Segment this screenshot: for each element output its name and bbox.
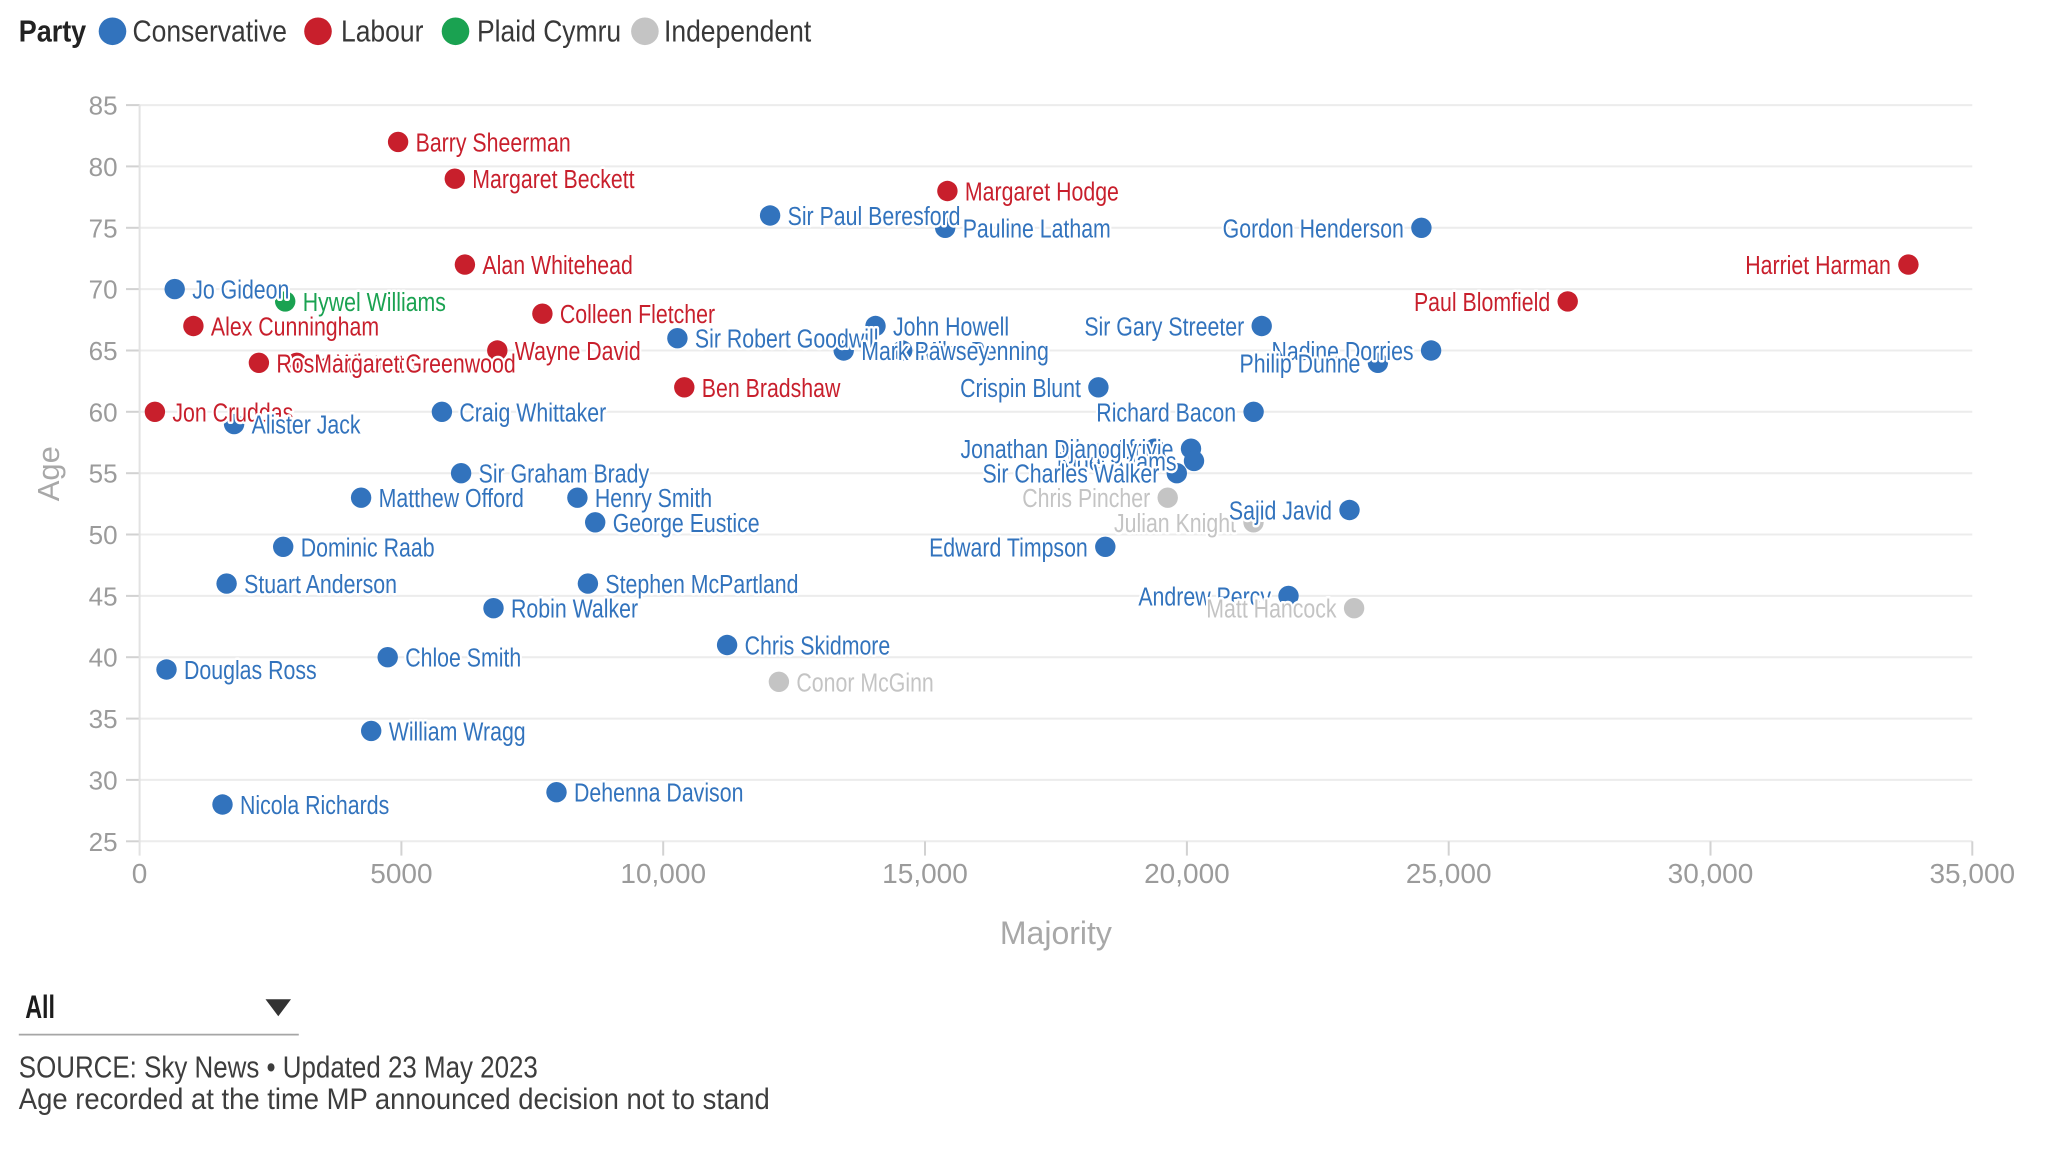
- svg-text:Matt Hancock: Matt Hancock: [1206, 595, 1336, 625]
- svg-text:Craig Whittaker: Craig Whittaker: [459, 398, 606, 428]
- svg-text:Richard Bacon: Richard Bacon: [1096, 398, 1236, 428]
- svg-text:Alan Whitehead: Alan Whitehead: [482, 251, 632, 281]
- svg-text:Majority: Majority: [1000, 915, 1112, 951]
- svg-text:Sir Paul Beresford: Sir Paul Beresford: [788, 202, 961, 232]
- svg-text:30,000: 30,000: [1668, 858, 1754, 889]
- svg-text:Mark Pawsey: Mark Pawsey: [861, 337, 989, 367]
- svg-text:Chris Skidmore: Chris Skidmore: [745, 632, 891, 662]
- svg-text:Dominic Raab: Dominic Raab: [301, 533, 435, 563]
- svg-text:Dehenna Davison: Dehenna Davison: [574, 779, 743, 809]
- svg-text:Conservative: Conservative: [133, 15, 287, 49]
- svg-text:Jonathan Djanogly: Jonathan Djanogly: [960, 435, 1137, 465]
- svg-text:Robin Walker: Robin Walker: [511, 595, 638, 625]
- svg-text:Alister Jack: Alister Jack: [252, 411, 361, 441]
- svg-text:35,000: 35,000: [1929, 858, 2015, 889]
- svg-text:Stephen McPartland: Stephen McPartland: [605, 570, 798, 600]
- svg-text:Andrew Percy: Andrew Percy: [1138, 582, 1271, 612]
- svg-text:75: 75: [89, 213, 118, 243]
- svg-text:Plaid Cymru: Plaid Cymru: [477, 15, 621, 49]
- svg-text:40: 40: [89, 643, 118, 673]
- svg-text:Age: Age: [31, 446, 66, 501]
- svg-text:Sir Gary Streeter: Sir Gary Streeter: [1084, 313, 1244, 343]
- svg-text:Sir Graham Brady: Sir Graham Brady: [479, 460, 650, 490]
- svg-text:Mike Penning: Mike Penning: [920, 337, 1049, 367]
- svg-text:55: 55: [89, 459, 118, 489]
- svg-text:George Eustice: George Eustice: [613, 509, 760, 539]
- svg-text:Sajid Javid: Sajid Javid: [1229, 497, 1332, 527]
- svg-text:10,000: 10,000: [620, 858, 706, 889]
- svg-text:70: 70: [89, 275, 118, 305]
- svg-text:Harriet Harman: Harriet Harman: [1745, 251, 1891, 281]
- svg-text:Sir Robert Goodwill: Sir Robert Goodwill: [695, 325, 879, 355]
- svg-text:Edward Timpson: Edward Timpson: [929, 533, 1088, 563]
- svg-text:Wayne David: Wayne David: [515, 337, 641, 367]
- svg-text:Nigel Adams: Nigel Adams: [1057, 447, 1177, 477]
- svg-text:Jo Gideon: Jo Gideon: [192, 276, 289, 306]
- svg-text:30: 30: [89, 765, 118, 795]
- svg-text:Paul Blomfield: Paul Blomfield: [1414, 288, 1550, 318]
- svg-text:Chloe Smith: Chloe Smith: [405, 644, 521, 674]
- svg-text:Jon Cruddas: Jon Cruddas: [172, 398, 293, 428]
- svg-text:Labour: Labour: [341, 15, 424, 49]
- svg-text:Pauline Latham: Pauline Latham: [963, 214, 1111, 244]
- svg-text:Hywel Williams: Hywel Williams: [303, 288, 446, 318]
- svg-text:Nicola Richards: Nicola Richards: [240, 791, 389, 821]
- svg-text:Barry Sheerman: Barry Sheerman: [416, 128, 571, 158]
- svg-text:Chris Pincher: Chris Pincher: [1022, 484, 1150, 514]
- svg-text:Conor McGinn: Conor McGinn: [796, 668, 933, 698]
- svg-text:Ben Bradshaw: Ben Bradshaw: [702, 374, 841, 404]
- svg-text:5000: 5000: [370, 858, 432, 889]
- svg-text:Independent: Independent: [664, 15, 811, 49]
- svg-text:Julian Knight: Julian Knight: [1114, 509, 1236, 539]
- svg-text:Henry Smith: Henry Smith: [595, 484, 712, 514]
- svg-text:Margaret Beckett: Margaret Beckett: [472, 165, 635, 195]
- svg-text:Alex Cunningham: Alex Cunningham: [211, 313, 379, 343]
- svg-text:80: 80: [89, 152, 118, 182]
- svg-text:0: 0: [132, 858, 148, 889]
- svg-text:85: 85: [89, 91, 118, 121]
- svg-text:45: 45: [89, 581, 118, 611]
- svg-text:John Howell: John Howell: [893, 313, 1009, 343]
- svg-text:Adam Afriyie: Adam Afriyie: [1054, 435, 1174, 465]
- svg-text:25: 25: [89, 827, 118, 857]
- svg-text:Age recorded at the time MP an: Age recorded at the time MP announced de…: [19, 1083, 770, 1116]
- svg-text:Margaret Greenwood: Margaret Greenwood: [314, 349, 515, 379]
- svg-text:Douglas Ross: Douglas Ross: [184, 656, 317, 686]
- svg-text:50: 50: [89, 520, 118, 550]
- svg-text:65: 65: [89, 336, 118, 366]
- svg-text:Party: Party: [19, 15, 86, 49]
- svg-text:60: 60: [89, 397, 118, 427]
- svg-text:Philip Dunne: Philip Dunne: [1240, 349, 1361, 379]
- svg-text:Matthew Offord: Matthew Offord: [379, 484, 524, 514]
- svg-text:20,000: 20,000: [1144, 858, 1230, 889]
- svg-text:William Wragg: William Wragg: [389, 717, 526, 747]
- svg-text:All: All: [25, 990, 55, 1025]
- svg-text:Nadine Dorries: Nadine Dorries: [1271, 337, 1413, 367]
- svg-text:Stuart Anderson: Stuart Anderson: [244, 570, 397, 600]
- svg-text:35: 35: [89, 704, 118, 734]
- svg-text:Sir Charles Walker: Sir Charles Walker: [982, 460, 1159, 490]
- svg-text:Rosie Winterton: Rosie Winterton: [276, 349, 428, 379]
- svg-text:SOURCE: Sky News • Updated 23: SOURCE: Sky News • Updated 23 May 2023: [19, 1049, 538, 1083]
- svg-text:Colleen Fletcher: Colleen Fletcher: [560, 300, 715, 330]
- svg-text:Margaret Hodge: Margaret Hodge: [965, 178, 1119, 208]
- svg-text:25,000: 25,000: [1406, 858, 1492, 889]
- svg-text:15,000: 15,000: [882, 858, 968, 889]
- svg-text:Gordon Henderson: Gordon Henderson: [1223, 214, 1404, 244]
- svg-text:Crispin Blunt: Crispin Blunt: [960, 374, 1081, 404]
